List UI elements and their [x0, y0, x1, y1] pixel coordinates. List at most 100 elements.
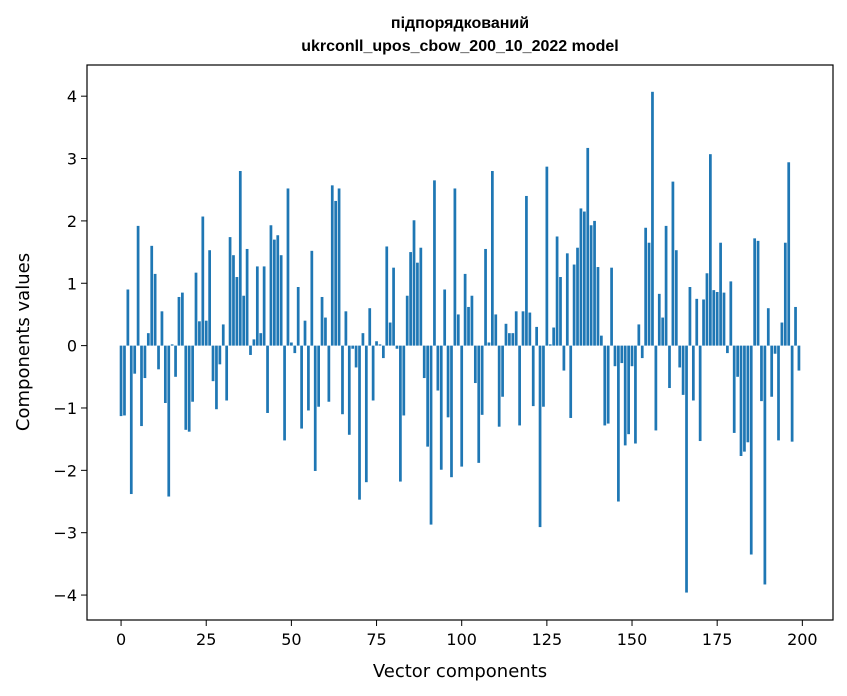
- bar: [586, 147, 590, 346]
- bar: [272, 239, 276, 346]
- bar: [766, 308, 770, 346]
- bar: [657, 293, 661, 346]
- x-tick-label: 175: [702, 630, 733, 649]
- bar: [126, 289, 130, 346]
- bar: [511, 333, 515, 346]
- bar: [681, 345, 685, 395]
- bar: [702, 299, 705, 346]
- bar: [565, 253, 569, 346]
- plot-frame: [86, 64, 834, 621]
- bar: [221, 324, 225, 346]
- bar: [388, 322, 392, 346]
- bar: [647, 242, 651, 346]
- bar: [640, 345, 644, 359]
- bar: [252, 339, 256, 346]
- bar: [422, 345, 426, 379]
- bar: [140, 345, 143, 427]
- bar: [358, 345, 361, 500]
- bar: [753, 238, 757, 346]
- bar: [354, 345, 358, 368]
- bar: [661, 317, 665, 346]
- bar: [330, 185, 334, 346]
- bar: [450, 345, 453, 478]
- bar: [119, 345, 123, 417]
- bar: [600, 335, 603, 346]
- x-tick-label: 200: [787, 630, 818, 649]
- bar: [163, 345, 167, 403]
- bar: [232, 255, 235, 346]
- bar: [378, 344, 382, 346]
- bar: [245, 248, 249, 346]
- bar: [446, 345, 450, 418]
- bar: [470, 295, 474, 346]
- bar: [535, 326, 539, 346]
- chart-subtitle: ukrconll_upos_cbow_200_10_2022 model: [301, 38, 618, 55]
- bar: [480, 345, 484, 415]
- x-tick-label: 100: [446, 630, 477, 649]
- bar: [215, 345, 218, 410]
- y-tick-label: −2: [53, 461, 77, 480]
- bar: [722, 292, 726, 346]
- bar: [198, 321, 201, 346]
- bar: [266, 345, 269, 413]
- x-tick-label: 125: [532, 630, 563, 649]
- bar: [204, 320, 208, 346]
- bar: [545, 166, 549, 346]
- bar: [736, 345, 739, 377]
- bar: [211, 345, 215, 382]
- bar: [310, 250, 314, 346]
- bar: [259, 333, 263, 346]
- bar: [572, 264, 576, 346]
- chart-title: підпорядкований: [391, 15, 529, 32]
- bar: [381, 345, 385, 359]
- bar: [739, 345, 743, 456]
- bar: [395, 345, 399, 349]
- bar: [368, 308, 372, 346]
- bar: [429, 345, 433, 525]
- bar: [129, 345, 133, 495]
- bar: [630, 345, 634, 367]
- bar: [283, 345, 286, 441]
- bar: [770, 345, 774, 397]
- bar: [347, 345, 351, 435]
- bar: [610, 267, 613, 346]
- bar: [617, 345, 620, 502]
- bar: [399, 345, 402, 482]
- bar: [521, 311, 525, 346]
- y-tick-label: 3: [67, 150, 77, 169]
- y-axis-label: Components values: [13, 253, 34, 431]
- bar: [695, 298, 699, 346]
- bar: [279, 255, 283, 346]
- y-tick-label: 1: [67, 274, 77, 293]
- bar: [627, 345, 630, 435]
- bar: [542, 345, 545, 407]
- bar: [460, 345, 464, 467]
- bar: [290, 342, 293, 346]
- bar: [705, 273, 709, 346]
- bar: [433, 180, 436, 346]
- bar: [392, 267, 395, 346]
- bar: [508, 333, 511, 346]
- bar: [225, 345, 229, 401]
- bar: [596, 267, 600, 346]
- bar: [743, 345, 746, 452]
- bar: [603, 345, 607, 426]
- bar: [698, 345, 702, 442]
- bar: [416, 262, 419, 346]
- bar: [671, 181, 675, 346]
- bar: [497, 345, 501, 427]
- bar: [787, 162, 791, 346]
- bar: [620, 345, 624, 364]
- bar: [296, 287, 300, 346]
- bar: [678, 345, 682, 368]
- bar: [606, 345, 610, 424]
- bar: [249, 345, 252, 355]
- bar: [191, 345, 194, 402]
- bar: [320, 296, 324, 346]
- bar: [317, 345, 320, 407]
- bar: [501, 345, 504, 397]
- bar: [589, 225, 593, 346]
- bar: [324, 317, 327, 346]
- bar: [777, 345, 780, 441]
- bar: [623, 345, 627, 446]
